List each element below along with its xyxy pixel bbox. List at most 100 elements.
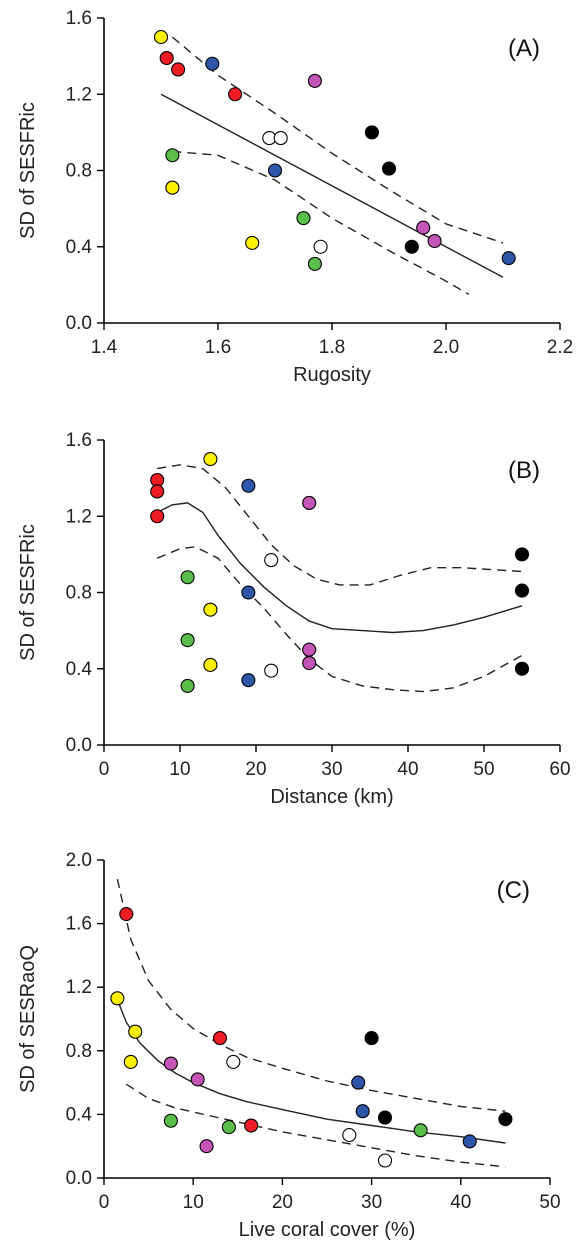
panel-c: 0 10 20 30 40 50 0.0 0.4 0.8 1.2 1.6 2.0 Live coral … <box>17 850 561 1241</box>
data-point <box>159 50 174 66</box>
data-point <box>364 125 379 140</box>
ci-lower-line <box>172 150 470 296</box>
data-point <box>226 1054 241 1069</box>
y-tick-label: 1.6 <box>66 914 92 935</box>
data-point <box>377 1110 393 1125</box>
y-tick-label: 0.0 <box>66 313 92 334</box>
x-tick-label: 1.6 <box>205 337 231 358</box>
data-point <box>302 642 317 657</box>
ci-upper-line <box>171 36 504 244</box>
y-tick-label: 2.0 <box>66 850 92 871</box>
y-tick-label: 0.0 <box>66 735 92 756</box>
x-tick-label: 50 <box>539 1192 560 1213</box>
data-point <box>302 495 317 510</box>
x-tick-label: 10 <box>183 1192 204 1213</box>
x-axis-label: Rugosity <box>293 364 371 386</box>
panel-label: (A) <box>508 35 540 62</box>
data-point <box>203 602 218 617</box>
data-point <box>180 570 195 585</box>
data-point <box>307 256 322 271</box>
ci-upper-line <box>116 878 506 1112</box>
data-point <box>264 663 279 678</box>
y-tick-label: 1.6 <box>66 8 92 29</box>
data-point <box>119 907 134 922</box>
data-point <box>462 1134 477 1149</box>
data-point <box>205 56 220 71</box>
data-point <box>165 148 180 163</box>
data-point <box>355 1104 370 1119</box>
data-point <box>241 478 256 493</box>
y-tick-label: 1.2 <box>66 506 92 527</box>
panel-label: (C) <box>497 877 530 904</box>
x-tick-label: 20 <box>245 759 266 780</box>
data-point <box>342 1128 357 1143</box>
data-point <box>514 661 530 676</box>
data-point <box>244 1118 259 1133</box>
ci-upper-line <box>157 464 523 586</box>
y-tick-label: 0.4 <box>66 237 93 258</box>
data-point <box>296 211 311 226</box>
ci-lower-line <box>125 1083 506 1168</box>
y-axis-label: SD of SESRaoQ <box>17 945 39 1093</box>
y-tick-label: 0.8 <box>66 161 92 182</box>
data-point <box>416 220 431 235</box>
x-tick-label: 10 <box>169 759 190 780</box>
data-point <box>221 1120 236 1135</box>
y-tick-label: 1.2 <box>66 977 92 998</box>
fit-line <box>160 93 504 278</box>
data-point <box>273 131 288 146</box>
data-point <box>180 678 195 693</box>
data-point <box>377 1153 393 1168</box>
data-point <box>199 1139 214 1154</box>
data-point <box>190 1072 205 1087</box>
data-point <box>163 1113 178 1128</box>
data-point <box>267 163 283 178</box>
x-tick-label: 20 <box>272 1192 293 1213</box>
data-point <box>153 30 169 45</box>
data-point <box>163 1056 178 1071</box>
x-axis-label: Distance (km) <box>270 786 393 808</box>
y-axis-label: SD of SESFRic <box>17 102 39 239</box>
panel-a: 1.4 1.6 1.8 2.0 2.2 0.0 0.4 0.8 1.2 1.6 Rugosity SD… <box>17 8 573 386</box>
x-tick-label: 1.8 <box>319 337 345 358</box>
fit-line <box>116 999 506 1144</box>
fit-line <box>156 502 523 634</box>
y-tick-label: 0.8 <box>66 1041 92 1062</box>
data-point <box>150 484 165 499</box>
x-tick-label: 40 <box>450 1192 471 1213</box>
data-point <box>203 657 218 672</box>
x-tick-label: 0 <box>99 759 110 780</box>
y-axis-label: SD of SESFRic <box>17 524 39 661</box>
data-point <box>404 239 419 254</box>
data-point <box>180 633 195 648</box>
x-tick-label: 1.4 <box>91 337 118 358</box>
data-point <box>245 235 260 250</box>
y-tick-label: 0.4 <box>66 1104 93 1125</box>
y-tick-label: 1.2 <box>66 84 92 105</box>
data-point <box>427 233 442 249</box>
panel-label: (B) <box>508 457 540 484</box>
data-point <box>364 1031 379 1046</box>
y-tick-label: 0.4 <box>66 659 93 680</box>
data-point <box>123 1054 138 1069</box>
data-point <box>212 1031 228 1046</box>
x-tick-label: 50 <box>473 759 494 780</box>
data-point <box>413 1123 428 1138</box>
y-tick-label: 0.8 <box>66 583 92 604</box>
data-point <box>150 509 165 524</box>
data-point <box>498 1112 513 1127</box>
panel-b: 0 10 20 30 40 50 60 0.0 0.4 0.8 1.2 1.6 Distance (km… <box>17 430 571 808</box>
y-tick-label: 0.0 <box>66 1168 92 1189</box>
data-point <box>501 251 516 266</box>
data-point <box>381 161 397 176</box>
x-tick-label: 0 <box>99 1192 110 1213</box>
x-tick-label: 30 <box>361 1192 382 1213</box>
data-point <box>241 585 256 600</box>
y-tick-label: 1.6 <box>66 430 92 451</box>
data-point <box>313 239 328 254</box>
data-point <box>351 1075 366 1090</box>
data-point <box>110 991 125 1006</box>
x-tick-label: 40 <box>397 759 418 780</box>
data-point <box>203 452 218 467</box>
